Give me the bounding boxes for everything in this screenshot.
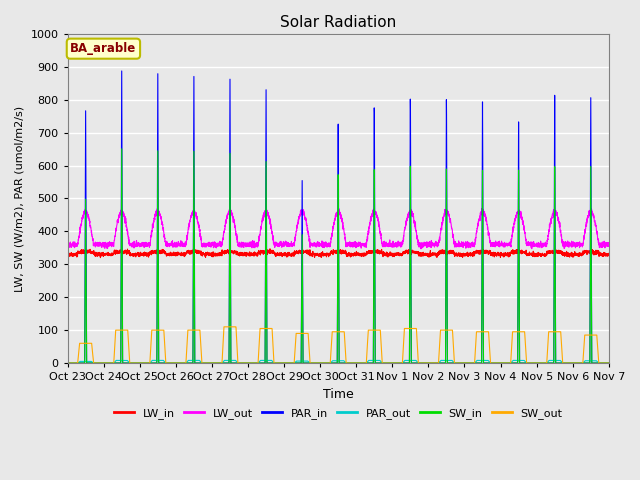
SW_out xyxy=(318,360,326,366)
PAR_out xyxy=(113,358,120,363)
PAR_out xyxy=(605,360,612,366)
Line: PAR_in: PAR_in xyxy=(68,71,609,363)
PAR_in xyxy=(604,360,612,366)
Line: LW_in: LW_in xyxy=(68,249,609,258)
SW_out xyxy=(429,360,437,366)
LW_in xyxy=(266,246,274,252)
X-axis label: Time: Time xyxy=(323,388,353,401)
PAR_in xyxy=(161,360,169,366)
PAR_out xyxy=(64,360,72,366)
PAR_in xyxy=(460,360,467,366)
Line: LW_out: LW_out xyxy=(68,209,609,249)
SW_in xyxy=(429,360,437,366)
LW_out xyxy=(64,242,72,248)
LW_in xyxy=(318,252,326,258)
PAR_in xyxy=(490,360,498,366)
Title: Solar Radiation: Solar Radiation xyxy=(280,15,396,30)
SW_in xyxy=(161,360,169,366)
LW_out xyxy=(490,240,498,245)
SW_in xyxy=(490,360,498,366)
PAR_in xyxy=(605,360,612,366)
LW_out xyxy=(417,246,425,252)
PAR_out xyxy=(460,360,467,366)
LW_out xyxy=(161,235,169,241)
PAR_in xyxy=(429,360,437,366)
PAR_in xyxy=(118,68,125,74)
SW_out xyxy=(460,360,467,366)
Legend: LW_in, LW_out, PAR_in, PAR_out, SW_in, SW_out: LW_in, LW_out, PAR_in, PAR_out, SW_in, S… xyxy=(109,404,567,423)
SW_in xyxy=(118,146,125,152)
SW_in xyxy=(605,360,612,366)
LW_in xyxy=(490,254,498,260)
LW_in xyxy=(604,251,612,256)
LW_out xyxy=(318,242,326,248)
SW_out xyxy=(605,360,612,366)
PAR_out xyxy=(604,360,612,366)
SW_out xyxy=(490,360,498,366)
SW_out xyxy=(220,324,228,330)
PAR_in xyxy=(64,360,72,366)
Line: SW_out: SW_out xyxy=(68,327,609,363)
LW_in xyxy=(64,251,72,257)
PAR_in xyxy=(318,360,326,366)
SW_out xyxy=(64,360,72,366)
PAR_out xyxy=(318,360,326,366)
LW_in xyxy=(605,252,612,258)
LW_in xyxy=(460,252,467,258)
SW_out xyxy=(161,345,169,350)
SW_in xyxy=(460,360,467,366)
LW_in xyxy=(430,251,438,257)
SW_in xyxy=(64,360,72,366)
LW_out xyxy=(460,242,467,248)
Line: SW_in: SW_in xyxy=(68,149,609,363)
PAR_out xyxy=(161,360,169,365)
Line: PAR_out: PAR_out xyxy=(68,360,609,363)
LW_out xyxy=(605,242,612,248)
LW_in xyxy=(97,255,104,261)
LW_out xyxy=(588,206,595,212)
PAR_out xyxy=(490,360,498,366)
SW_out xyxy=(604,360,612,366)
LW_out xyxy=(429,241,437,247)
LW_out xyxy=(604,243,612,249)
SW_in xyxy=(318,360,326,366)
PAR_out xyxy=(429,360,437,366)
SW_in xyxy=(604,360,612,366)
Text: BA_arable: BA_arable xyxy=(70,42,136,55)
Y-axis label: LW, SW (W/m2), PAR (umol/m2/s): LW, SW (W/m2), PAR (umol/m2/s) xyxy=(15,106,25,291)
LW_in xyxy=(161,250,169,255)
